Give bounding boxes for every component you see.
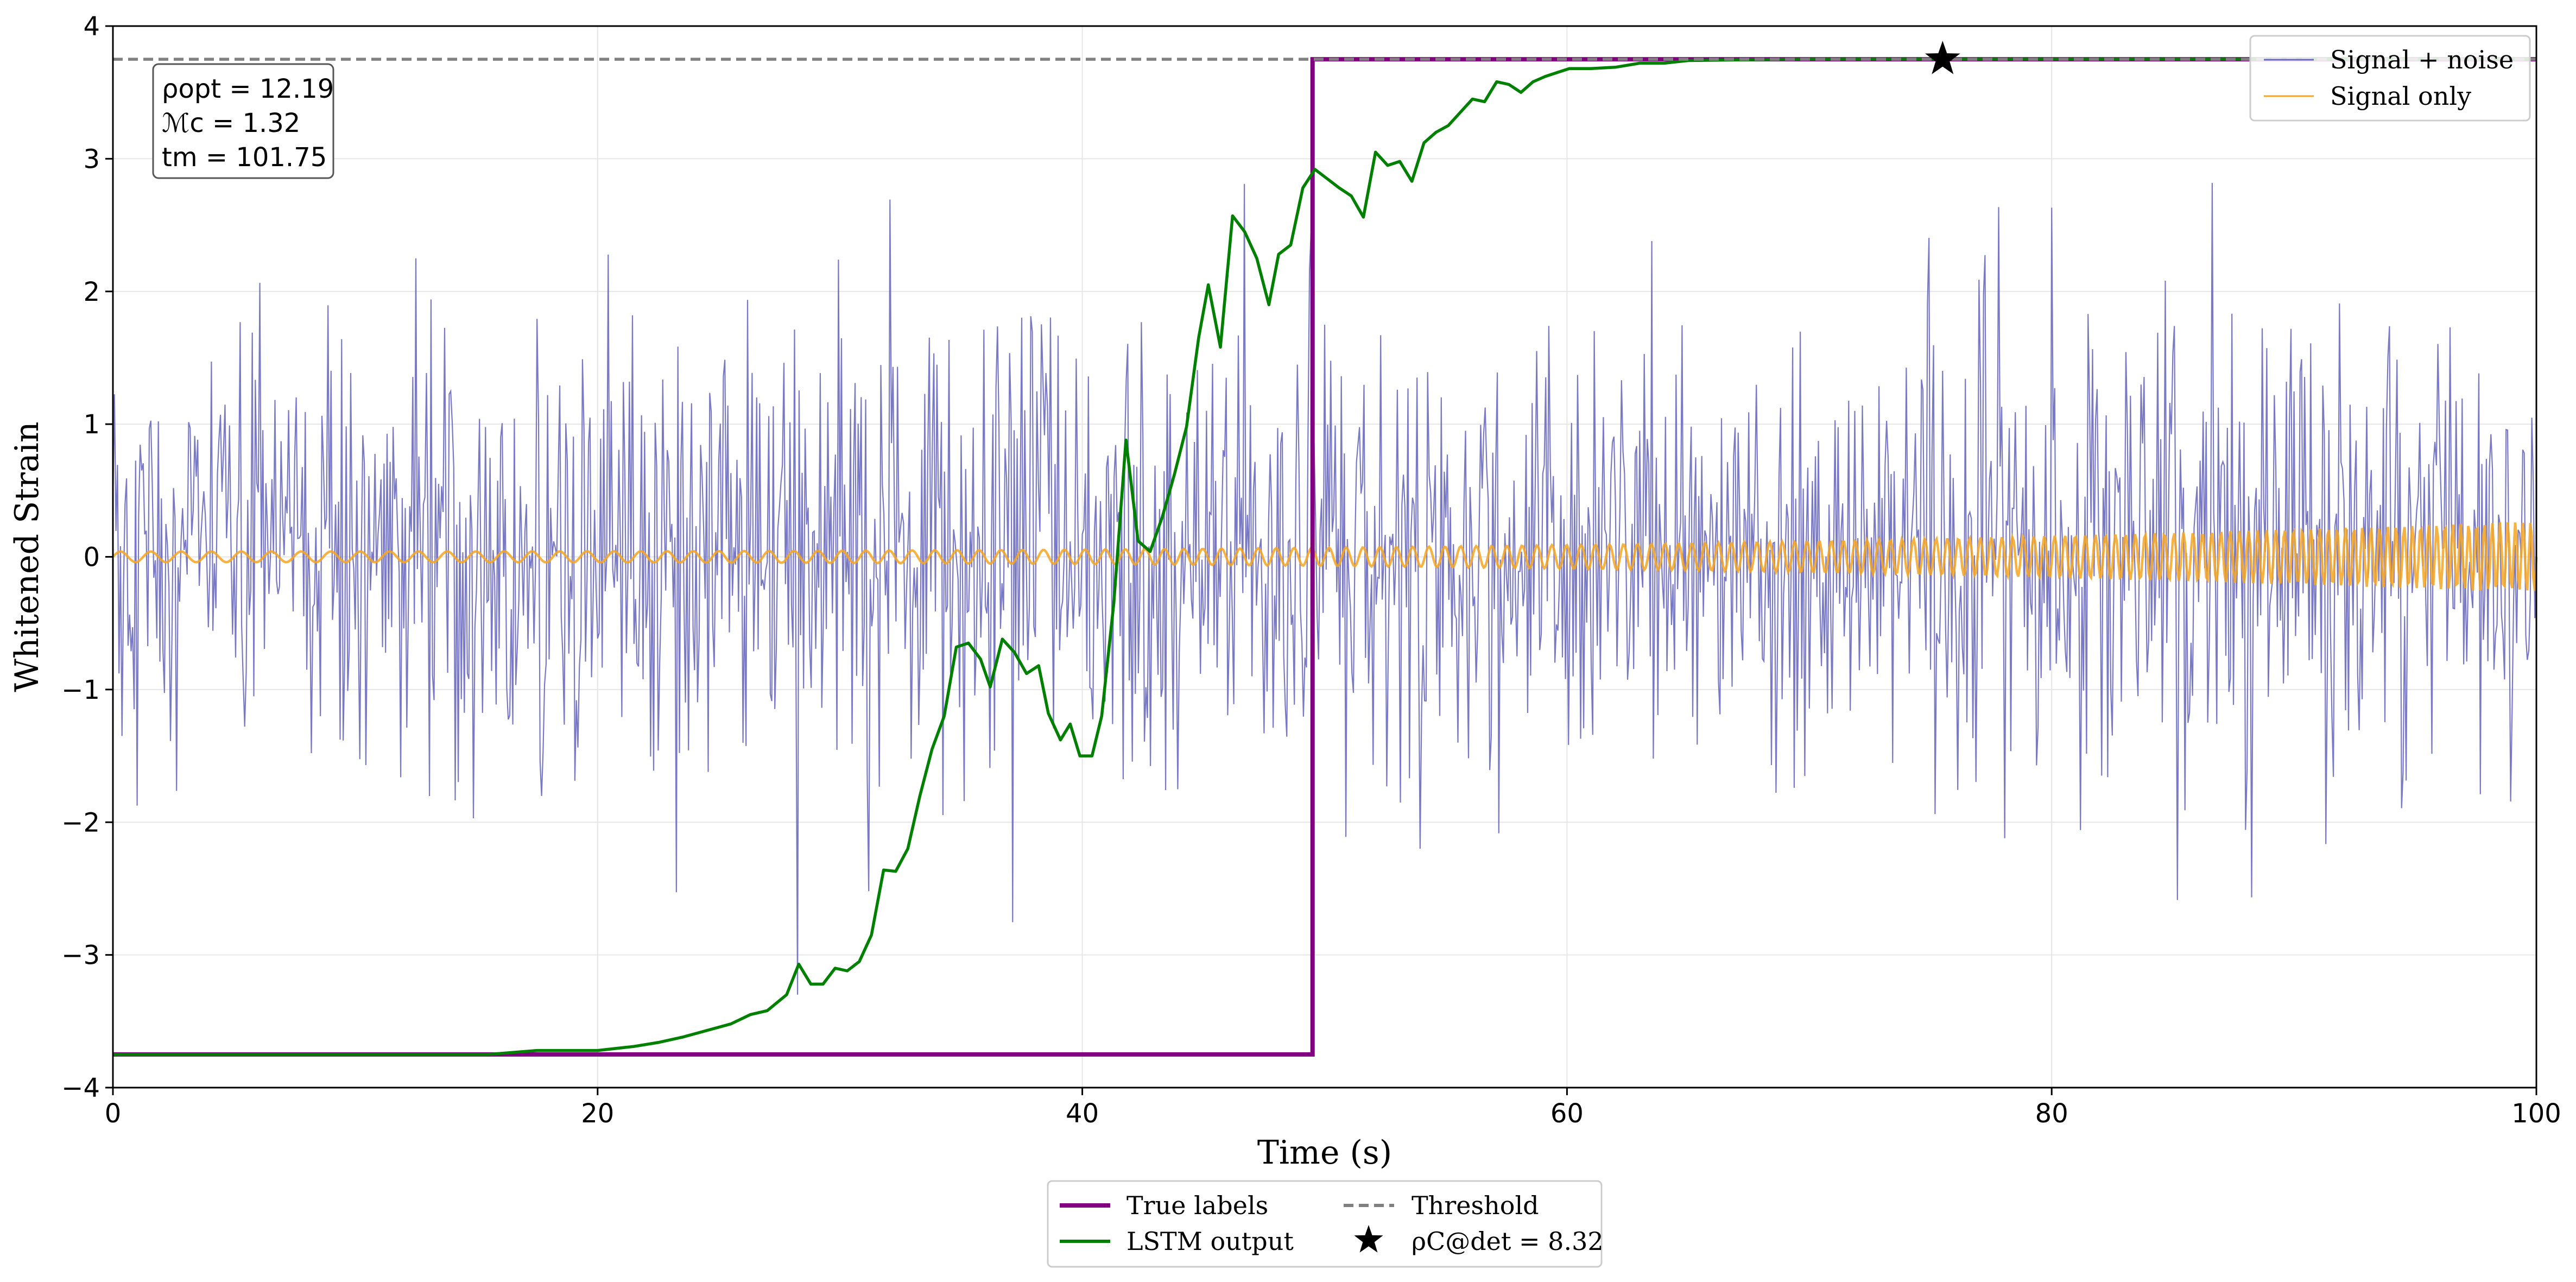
annotation-merger-time: tm = 101.75	[162, 142, 327, 173]
annotation-chirp-mass: ℳc = 1.32	[162, 108, 300, 138]
x-axis-label: Time (s)	[1257, 1134, 1392, 1172]
x-tick-label: 60	[1550, 1098, 1584, 1129]
y-tick-label: −2	[61, 807, 100, 838]
series-signal-only	[112, 522, 2538, 591]
legend-star-icon	[1354, 1225, 1383, 1253]
y-tick-label: 0	[83, 542, 100, 573]
x-tick-label: 0	[105, 1098, 122, 1129]
y-tick-label: −3	[61, 940, 100, 971]
y-tick-label: −4	[61, 1073, 100, 1103]
y-tick-label: 2	[83, 277, 100, 307]
series-lstm-output	[113, 58, 2536, 1056]
legend-label-threshold: Threshold	[1412, 1191, 1539, 1220]
legend-label-lstm-output: LSTM output	[1126, 1227, 1294, 1256]
y-tick-label: 3	[83, 144, 100, 174]
legend-bottom-box	[1047, 1180, 1603, 1268]
parameter-annotation-box: ρopt = 12.19 ℳc = 1.32 tm = 101.75	[152, 63, 334, 179]
x-tick-label: 20	[581, 1098, 614, 1129]
legend-top-right-box	[2249, 35, 2531, 122]
legend-label-detection-snr: ρC@det = 8.32	[1412, 1227, 1604, 1256]
annotation-rho-opt: ρopt = 12.19	[162, 74, 334, 104]
y-tick-label: 4	[83, 11, 100, 42]
lstm-output-line	[113, 58, 2536, 1056]
legend-label-signal-only: Signal only	[2330, 81, 2471, 111]
legend-top-right: Signal + noise Signal only	[2249, 35, 2531, 122]
y-tick-label: −1	[61, 675, 100, 705]
x-tick-label: 40	[1066, 1098, 1099, 1129]
y-axis-label: Whitened Strain	[8, 421, 46, 692]
detection-star-icon	[1925, 41, 1960, 74]
legend-bottom: True labels Threshold LSTM output ρC@det…	[1047, 1180, 1604, 1268]
axis-ticks: 0 20 40 60 80 100 −4 −3 −2 −1 0 1 2 3 4	[61, 11, 2561, 1129]
x-tick-label: 80	[2035, 1098, 2068, 1129]
signal-only-line	[112, 522, 2538, 591]
y-tick-label: 1	[83, 409, 100, 440]
legend-label-signal-noise: Signal + noise	[2330, 45, 2514, 74]
legend-label-true-labels: True labels	[1126, 1191, 1268, 1220]
annotation-box	[152, 63, 334, 179]
detection-marker-layer	[1925, 41, 1960, 74]
x-tick-label: 100	[2511, 1098, 2561, 1129]
